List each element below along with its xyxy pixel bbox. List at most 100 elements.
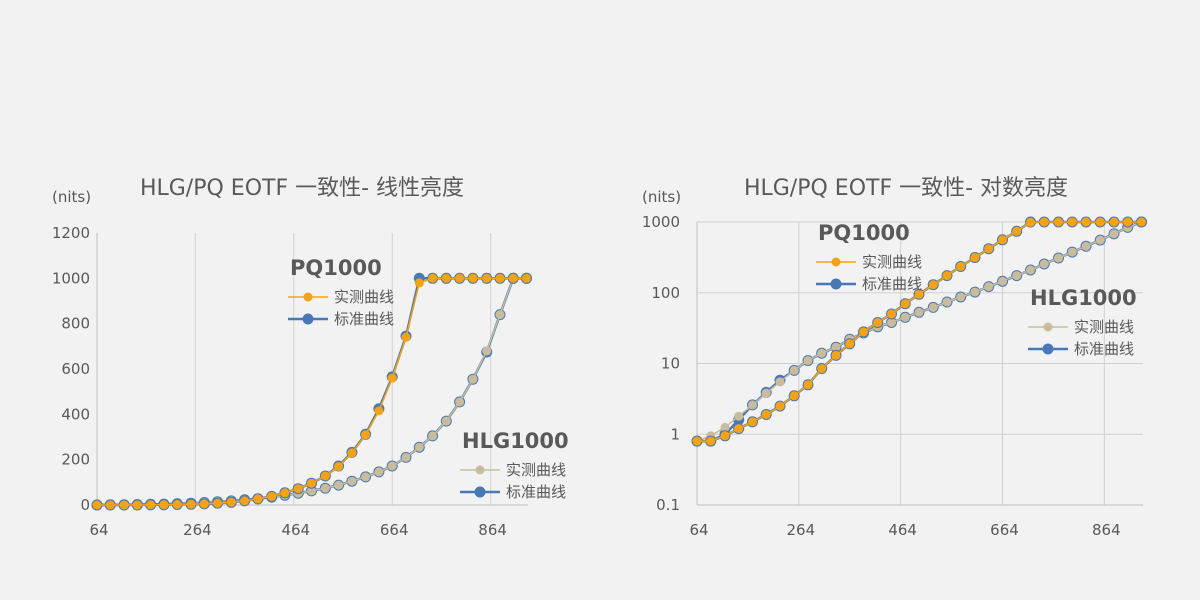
data-point [775, 401, 785, 411]
data-point [831, 342, 841, 352]
x-tick-label: 664 [380, 521, 409, 539]
data-point [334, 462, 344, 471]
data-point [734, 411, 744, 421]
data-point [105, 500, 115, 510]
data-point [441, 416, 451, 426]
x-tick-label: 64 [89, 521, 108, 539]
data-point [887, 309, 896, 319]
legend-title: PQ1000 [818, 221, 910, 245]
data-point [482, 273, 492, 283]
legend-swatch-marker [1042, 343, 1054, 355]
y-tick-label: 1000 [52, 269, 90, 287]
legend-title: PQ1000 [290, 256, 382, 280]
data-point [970, 287, 980, 297]
data-point [414, 442, 424, 452]
legend-swatch-marker [302, 313, 314, 325]
data-point [1039, 217, 1049, 227]
data-point [226, 497, 236, 507]
data-point [401, 452, 411, 462]
data-point [914, 289, 924, 299]
x-tick-label: 664 [990, 521, 1019, 539]
data-point [817, 348, 827, 358]
data-point [761, 410, 771, 419]
y-axis-unit: (nits) [52, 188, 91, 206]
data-point [803, 380, 813, 390]
data-point [928, 302, 938, 312]
y-tick-label: 600 [61, 360, 90, 378]
data-point [428, 273, 438, 283]
data-point [374, 406, 384, 416]
data-point [361, 472, 371, 482]
data-point [267, 491, 277, 501]
legend-label: 标准曲线 [334, 310, 394, 328]
data-point [789, 391, 799, 401]
data-point [293, 484, 303, 494]
data-point [253, 494, 263, 504]
legend-label: 标准曲线 [506, 483, 566, 501]
data-point [468, 273, 478, 283]
data-point [789, 365, 799, 375]
data-point [914, 307, 924, 317]
data-point [775, 377, 785, 387]
data-point [508, 273, 518, 283]
data-point [887, 318, 896, 327]
data-point [455, 397, 465, 407]
data-point [1026, 265, 1035, 275]
legend-title: HLG1000 [1030, 286, 1137, 310]
data-point [482, 346, 492, 356]
data-point [199, 499, 209, 509]
data-point [817, 364, 827, 373]
legend-swatch-marker [1043, 322, 1053, 332]
data-point [748, 400, 757, 410]
y-tick-label: 10 [661, 355, 680, 373]
legend-label: 标准曲线 [862, 275, 922, 293]
data-point [455, 273, 465, 283]
data-point [522, 273, 531, 283]
data-point [734, 424, 744, 434]
legend-label: 实测曲线 [862, 253, 922, 271]
data-point [984, 244, 994, 254]
data-point [1054, 253, 1063, 263]
data-point [956, 262, 966, 271]
data-point [900, 299, 910, 309]
legend-label: 实测曲线 [506, 461, 566, 479]
legend-title: HLG1000 [462, 429, 569, 453]
data-point [307, 478, 316, 488]
data-point [1095, 217, 1105, 227]
legend-swatch-marker [474, 486, 486, 498]
data-point [1039, 259, 1049, 269]
x-tick-label: 264 [787, 521, 816, 539]
data-point [280, 488, 290, 498]
y-tick-label: 0 [80, 496, 90, 514]
data-point [1012, 226, 1022, 236]
data-point [146, 500, 156, 510]
data-point [387, 461, 397, 471]
data-point [859, 327, 868, 337]
data-point [240, 496, 250, 506]
data-point [1067, 247, 1077, 257]
data-point [320, 471, 330, 481]
series-hlg1000-measured [92, 273, 531, 510]
data-point [495, 310, 505, 320]
y-tick-label: 200 [61, 451, 90, 469]
data-point [692, 436, 702, 446]
data-point [1123, 217, 1133, 227]
data-point [495, 273, 505, 283]
data-point [1012, 271, 1022, 281]
y-tick-label: 100 [651, 284, 680, 302]
data-point [320, 483, 330, 493]
log-brightness-chart: HLG/PQ EOTF 一致性- 对数亮度 (nits) 0.1 1 10 100 10… [642, 176, 1147, 539]
data-point [387, 373, 397, 383]
y-axis-unit: (nits) [642, 188, 681, 206]
data-point [748, 417, 757, 427]
data-point [307, 486, 316, 496]
data-point [334, 480, 344, 490]
x-tick-label: 864 [1092, 521, 1121, 539]
data-point [119, 500, 129, 510]
series-pq1000-measured [692, 217, 1146, 446]
data-point [1067, 217, 1077, 227]
y-tick-label: 0.1 [656, 496, 680, 514]
series-line [96, 277, 527, 506]
